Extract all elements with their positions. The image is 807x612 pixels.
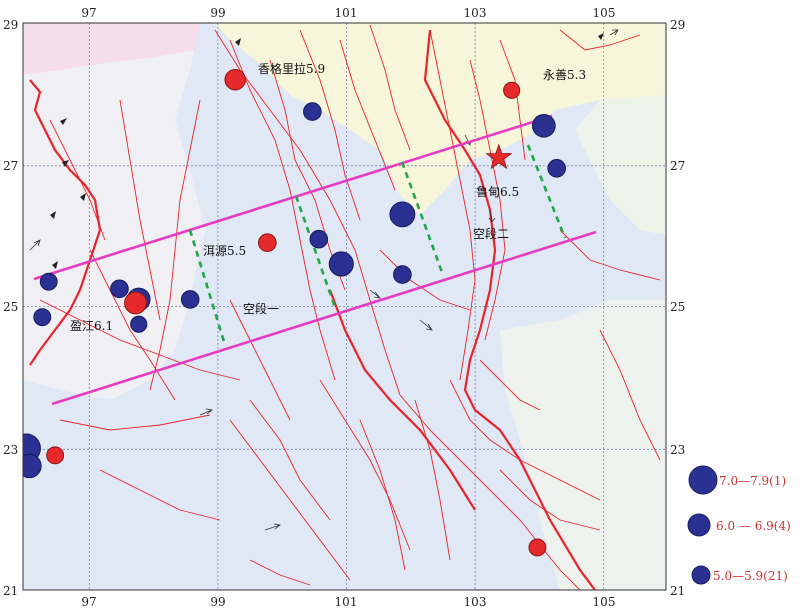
grid-lines — [23, 23, 666, 590]
lat-tick-left-25: 25 — [3, 300, 18, 314]
earthquake-marker-11 — [110, 279, 129, 299]
southeast-region — [500, 300, 666, 590]
lon-tick-bottom-97: 97 — [81, 595, 96, 609]
earthquake-marker-5 — [389, 201, 416, 228]
epicenter-layer — [485, 143, 513, 170]
label-ludian: 鲁甸6.5 — [476, 185, 519, 199]
lon-tick-top-97: 97 — [81, 6, 96, 20]
legend-symbol-large — [688, 465, 718, 495]
lon-tick-bottom-103: 103 — [464, 595, 487, 609]
legend-label-large: 7.0—7.9(1) — [719, 474, 786, 488]
earthquake-marker-19 — [46, 446, 65, 465]
earthquake-marker-2 — [303, 102, 322, 121]
lon-tick-bottom-101: 101 — [335, 595, 358, 609]
lat-tick-right-27: 27 — [670, 159, 685, 173]
earthquake-marker-10 — [39, 272, 58, 291]
arrows — [29, 29, 619, 531]
lat-tick-right-29: 29 — [670, 18, 685, 32]
lat-tick-right-23: 23 — [670, 443, 685, 457]
major-faults — [29, 29, 596, 590]
earthquake-marker-20 — [528, 538, 547, 557]
lon-tick-top-99: 99 — [210, 6, 225, 20]
legend-symbol-medium — [687, 513, 711, 537]
west-region — [23, 23, 205, 400]
lat-tick-left-23: 23 — [3, 443, 18, 457]
label-yongshan: 永善5.3 — [543, 67, 586, 82]
far-northeast-region — [575, 95, 666, 235]
lon-tick-bottom-99: 99 — [210, 595, 225, 609]
earthquake-marker-3 — [532, 113, 556, 138]
legend-label-small: 5.0—5.9(21) — [713, 569, 788, 583]
label-shangri-la: 香格里拉5.9 — [258, 61, 325, 76]
thrust-teeth — [50, 33, 604, 269]
fault-lines — [39, 24, 661, 590]
legend: 7.0—7.9(1) 6.0 — 6.9(4) 5.0—5.9(21) — [687, 465, 791, 585]
map-tick-labels: 97 99 101 103 105 97 99 101 103 105 29 2… — [3, 6, 685, 609]
earthquake-marker-13 — [124, 291, 147, 315]
lat-tick-left-27: 27 — [3, 159, 18, 173]
earthquake-marker-15 — [33, 308, 52, 327]
lat-tick-left-21: 21 — [3, 584, 18, 598]
label-gap2: 空段二 — [473, 226, 509, 241]
earthquake-marker-14 — [130, 315, 148, 333]
lon-tick-bottom-105: 105 — [593, 595, 616, 609]
label-yingjiang: 盈江6.1 — [70, 319, 113, 333]
earthquake-marker-16 — [180, 290, 200, 309]
place-labels: 香格里拉5.9 永善5.3 鲁甸6.5 空段二 洱源5.5 空段一 盈江6.1 — [70, 61, 586, 333]
earthquake-marker-0 — [224, 68, 246, 91]
earthquake-marker-4 — [547, 158, 566, 178]
earthquake-marker-8 — [328, 251, 354, 277]
lat-tick-left-29: 29 — [3, 18, 18, 32]
map-frame — [22, 22, 667, 591]
seismic-belt — [33, 114, 597, 406]
lon-tick-top-101: 101 — [335, 6, 358, 20]
segment-lines — [188, 144, 567, 346]
label-eryuan: 洱源5.5 — [203, 244, 246, 258]
earthquake-markers — [23, 68, 566, 557]
earthquake-marker-6 — [309, 229, 329, 249]
northwest-region — [23, 23, 200, 75]
lat-tick-right-25: 25 — [670, 300, 685, 314]
epicenter-star-icon — [485, 143, 513, 170]
lat-tick-right-21: 21 — [670, 584, 685, 598]
earthquake-marker-7 — [258, 233, 277, 253]
earthquake-marker-1 — [503, 81, 521, 99]
earthquake-marker-18 — [23, 453, 42, 479]
northeast-region — [215, 23, 666, 215]
legend-symbol-small — [691, 565, 711, 585]
label-gap1: 空段一 — [243, 301, 279, 316]
earthquake-marker-9 — [393, 265, 412, 284]
legend-label-medium: 6.0 — 6.9(4) — [716, 519, 791, 533]
lon-tick-top-103: 103 — [464, 6, 487, 20]
lon-tick-top-105: 105 — [593, 6, 616, 20]
